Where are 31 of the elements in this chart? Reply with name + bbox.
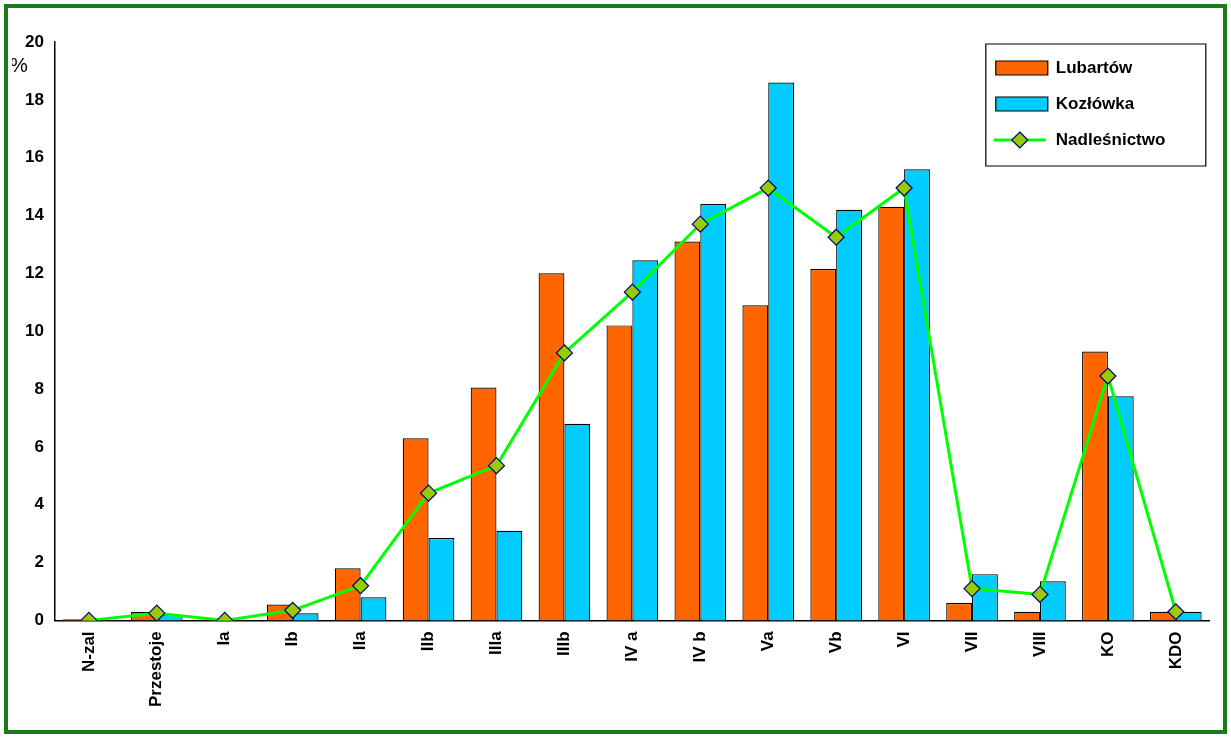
- y-tick-label: 0: [34, 610, 44, 630]
- x-tick-label: IIIa: [486, 630, 506, 656]
- x-tick-label: VII: [961, 631, 981, 653]
- x-tick-label: KO: [1097, 631, 1117, 657]
- x-tick-label: IIIb: [554, 631, 574, 656]
- y-tick-label: 4: [34, 494, 45, 514]
- x-tick-label: Va: [757, 630, 777, 652]
- legend-label: Kozłówka: [1055, 93, 1135, 113]
- y-tick-label: 2: [34, 552, 44, 572]
- y-tick-label: 12: [24, 263, 44, 283]
- y-tick-label: 20: [24, 31, 44, 51]
- x-tick-label: Przestoje: [146, 631, 166, 708]
- x-tick-label: VI: [893, 631, 913, 648]
- x-tick-label: Ib: [282, 631, 302, 647]
- x-tick-label: N-zal: [78, 631, 98, 673]
- x-tick-label: KDO: [1165, 631, 1185, 670]
- y-tick-label: 10: [24, 320, 44, 340]
- legend-label: Lubartów: [1055, 57, 1134, 77]
- y-tick-label: 14: [24, 205, 45, 225]
- y-tick-label: 18: [24, 89, 44, 109]
- legend-label: Nadleśnictwo: [1055, 129, 1166, 149]
- y-tick-label: 8: [34, 378, 44, 398]
- y-tick-label: 16: [24, 147, 44, 167]
- x-tick-label: IV a: [622, 630, 642, 662]
- y-tick-label: 6: [34, 436, 44, 456]
- x-tick-label: VIII: [1029, 631, 1049, 657]
- x-tick-label: IV b: [689, 631, 709, 663]
- x-tick-label: IIb: [418, 631, 438, 652]
- x-tick-label: Ia: [214, 630, 234, 646]
- x-tick-label: IIa: [350, 630, 370, 651]
- x-tick-label: Vb: [825, 631, 845, 654]
